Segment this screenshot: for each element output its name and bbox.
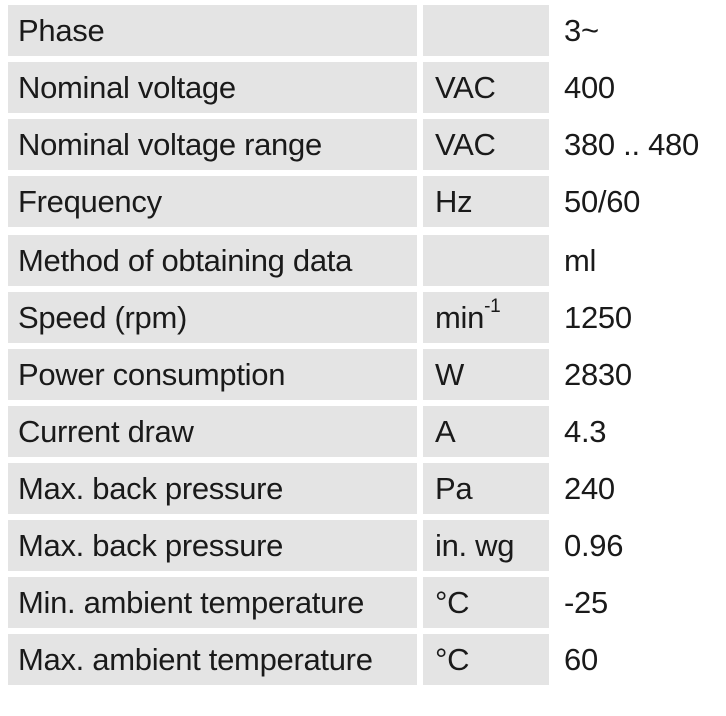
parameter-value: 400 — [549, 62, 722, 113]
table-row: Current draw A 4.3 — [8, 406, 722, 457]
parameter-unit: Pa — [423, 463, 549, 514]
table-row: Phase 3~ — [8, 5, 722, 56]
table-row: Speed (rpm) min -1 1250 — [8, 292, 722, 343]
parameter-value: 3~ — [549, 5, 722, 56]
parameter-unit: in. wg — [423, 520, 549, 571]
parameter-unit: VAC — [423, 62, 549, 113]
parameter-unit: VAC — [423, 119, 549, 170]
parameter-name: Max. back pressure — [8, 520, 417, 571]
parameter-unit: min -1 — [423, 292, 549, 343]
parameter-name: Nominal voltage range — [8, 119, 417, 170]
parameter-value: 380 .. 480 — [549, 119, 722, 170]
parameter-value: 60 — [549, 634, 722, 685]
parameter-value: 1250 — [549, 292, 722, 343]
parameter-name: Method of obtaining data — [8, 235, 417, 286]
parameter-unit: °C — [423, 634, 549, 685]
table-row: Nominal voltage range VAC 380 .. 480 — [8, 119, 722, 170]
parameter-unit — [423, 5, 549, 56]
parameter-value: 4.3 — [549, 406, 722, 457]
unit-base: min — [435, 299, 485, 335]
table-row: Frequency Hz 50/60 — [8, 176, 722, 227]
parameter-name: Max. back pressure — [8, 463, 417, 514]
parameter-unit — [423, 235, 549, 286]
table-row: Min. ambient temperature °C -25 — [8, 577, 722, 628]
parameter-name: Min. ambient temperature — [8, 577, 417, 628]
parameter-value: 50/60 — [549, 176, 722, 227]
parameter-name: Nominal voltage — [8, 62, 417, 113]
parameter-name: Speed (rpm) — [8, 292, 417, 343]
parameter-value: ml — [549, 235, 722, 286]
parameter-name: Current draw — [8, 406, 417, 457]
parameter-value: 0.96 — [549, 520, 722, 571]
parameter-name: Max. ambient temperature — [8, 634, 417, 685]
table-row: Max. back pressure Pa 240 — [8, 463, 722, 514]
parameter-name: Phase — [8, 5, 417, 56]
table-row: Power consumption W 2830 — [8, 349, 722, 400]
parameter-value: 240 — [549, 463, 722, 514]
parameter-unit: Hz — [423, 176, 549, 227]
parameter-unit: °C — [423, 577, 549, 628]
parameter-unit: W — [423, 349, 549, 400]
table-row: Max. ambient temperature °C 60 — [8, 634, 722, 685]
spec-table: Phase 3~ Nominal voltage VAC 400 Nominal… — [8, 5, 722, 691]
table-row: Max. back pressure in. wg 0.96 — [8, 520, 722, 571]
table-row: Method of obtaining data ml — [8, 235, 722, 286]
parameter-value: 2830 — [549, 349, 722, 400]
parameter-unit: A — [423, 406, 549, 457]
parameter-name: Power consumption — [8, 349, 417, 400]
parameter-name: Frequency — [8, 176, 417, 227]
table-row: Nominal voltage VAC 400 — [8, 62, 722, 113]
parameter-value: -25 — [549, 577, 722, 628]
